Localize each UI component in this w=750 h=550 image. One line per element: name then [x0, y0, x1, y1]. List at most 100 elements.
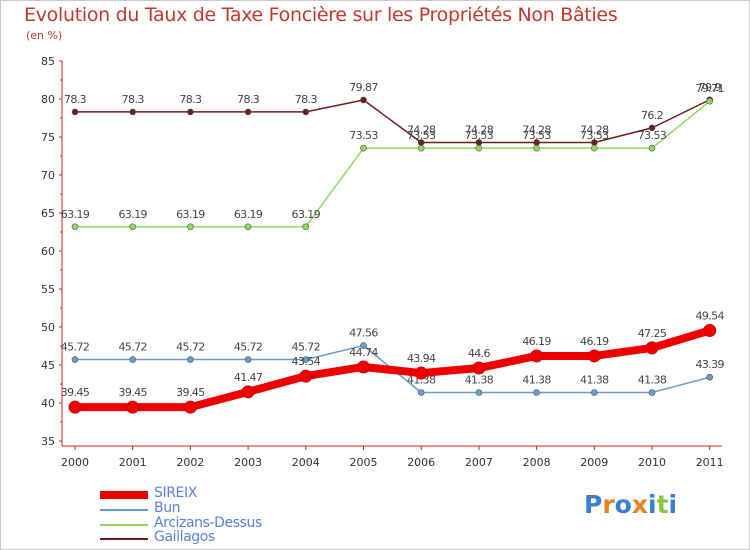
data-label-sireix: 43.94: [407, 352, 436, 365]
x-tick-label: 2011: [696, 456, 724, 469]
data-point-gaillagos: [71, 108, 79, 116]
data-label-bun: 43.39: [695, 358, 724, 371]
data-label-arcizans-dessus: 73.53: [407, 129, 436, 142]
series-line-gaillagos: [74, 99, 711, 144]
data-label-gaillagos: 76.2: [641, 109, 663, 122]
data-label-arcizans-dessus: 63.19: [234, 208, 263, 221]
data-point-arcizans-dessus: [71, 223, 79, 231]
data-point-sireix: [414, 366, 428, 380]
data-label-sireix: 44.6: [468, 347, 491, 360]
data-label-gaillagos: 78.3: [64, 93, 87, 106]
data-point-gaillagos: [302, 108, 310, 116]
data-point-arcizans-dessus: [533, 144, 540, 152]
x-tick-label: 2005: [350, 456, 378, 469]
data-label-gaillagos: 74.28: [580, 123, 609, 136]
x-tick-label: 2010: [638, 456, 666, 469]
y-axis-unit: (en %): [26, 29, 63, 42]
y-tick-label: 85: [41, 55, 55, 68]
series-line-sireix: [71, 326, 714, 412]
data-point-gaillagos: [187, 108, 194, 116]
data-point-bun: [360, 342, 367, 349]
y-tick-label: 80: [41, 93, 55, 106]
data-label-sireix: 39.45: [118, 386, 147, 399]
data-point-arcizans-dessus: [302, 223, 310, 231]
data-label-sireix: 43.54: [292, 355, 321, 368]
data-point-bun: [187, 356, 194, 363]
y-tick-label: 70: [41, 169, 55, 182]
y-tick-label: 40: [41, 397, 55, 410]
data-label-gaillagos: 74.28: [465, 123, 494, 136]
data-point-sireix: [530, 349, 544, 363]
data-point-bun: [706, 373, 714, 381]
data-label-arcizans-dessus: 63.19: [118, 208, 147, 221]
chart-title: Evolution du Taux de Taxe Foncière sur l…: [24, 4, 618, 26]
data-label-arcizans-dessus: 73.53: [638, 129, 667, 142]
data-label-gaillagos: 78.3: [237, 93, 260, 106]
data-point-sireix: [645, 341, 659, 355]
data-label-arcizans-dessus: 73.53: [465, 129, 494, 142]
data-point-bun: [417, 389, 425, 396]
legend-swatch-bun: [100, 509, 148, 511]
data-point-sireix: [299, 369, 313, 383]
data-label-arcizans-dessus: 79.71: [695, 82, 724, 95]
logo-letter: t: [656, 490, 669, 519]
data-label-gaillagos: 74.28: [522, 123, 551, 136]
logo-letter: r: [602, 490, 615, 519]
data-point-sireix: [587, 349, 601, 363]
data-point-bun: [475, 389, 483, 396]
data-point-gaillagos: [129, 108, 136, 116]
data-label-sireix: 39.45: [176, 386, 205, 399]
x-tick-label: 2009: [580, 456, 608, 469]
logo-letter: x: [631, 490, 648, 519]
data-label-bun: 41.38: [580, 374, 609, 387]
logo-letter: o: [614, 490, 632, 519]
data-label-gaillagos: 78.3: [179, 93, 202, 106]
x-tick-label: 2006: [407, 456, 435, 469]
data-point-sireix: [357, 360, 370, 374]
data-label-bun: 45.72: [292, 341, 321, 354]
data-label-sireix: 47.25: [638, 327, 667, 340]
data-point-bun: [129, 356, 136, 363]
proxiti-logo: Proxiti: [584, 490, 677, 519]
data-label-gaillagos: 74.28: [407, 123, 436, 136]
x-tick-label: 2001: [119, 456, 147, 469]
logo-letter: P: [584, 490, 603, 519]
data-point-bun: [533, 389, 540, 396]
data-point-bun: [71, 356, 79, 363]
data-label-arcizans-dessus: 73.53: [349, 129, 378, 142]
y-tick-label: 35: [41, 435, 55, 448]
data-label-sireix: 49.54: [695, 309, 724, 322]
y-tick-label: 45: [41, 359, 55, 372]
data-point-sireix: [472, 361, 486, 375]
logo-letter: i: [668, 490, 678, 519]
data-point-arcizans-dessus: [417, 144, 425, 152]
data-label-bun: 41.38: [465, 374, 494, 387]
data-label-bun: 41.38: [638, 374, 667, 387]
legend-label-arcizans-dessus: Arcizans-Dessus: [154, 515, 262, 531]
data-label-gaillagos: 79.87: [349, 81, 378, 94]
data-label-bun: 41.38: [407, 374, 436, 387]
data-label-arcizans-dessus: 73.53: [522, 129, 551, 142]
data-point-gaillagos: [244, 108, 252, 116]
data-point-bun: [648, 389, 656, 396]
legend-swatch-arcizans-dessus: [100, 524, 148, 526]
data-label-arcizans-dessus: 63.19: [176, 208, 205, 221]
legend-label-gaillagos: Gaillagos: [154, 529, 215, 545]
data-point-arcizans-dessus: [244, 223, 252, 231]
data-label-arcizans-dessus: 63.19: [292, 208, 321, 221]
logo-letter: i: [648, 490, 657, 519]
y-tick-label: 50: [41, 321, 55, 334]
legend-swatch-gaillagos: [100, 538, 148, 540]
y-tick-label: 65: [41, 207, 55, 220]
series-line-arcizans-dessus: [74, 100, 711, 228]
x-tick-label: 2003: [234, 456, 262, 469]
data-label-bun: 41.38: [522, 374, 551, 387]
data-point-arcizans-dessus: [360, 144, 367, 152]
y-tick-label: 75: [41, 131, 55, 144]
data-point-sireix: [703, 323, 717, 337]
data-label-gaillagos: 79.9: [699, 81, 722, 94]
y-tick-label: 60: [41, 245, 55, 258]
data-label-bun: 47.56: [349, 327, 378, 340]
